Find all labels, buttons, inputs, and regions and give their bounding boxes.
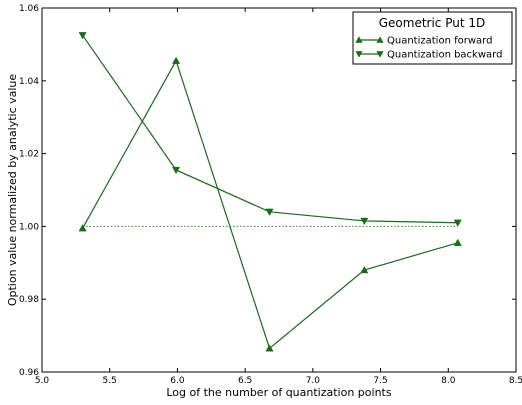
- data-point: [265, 344, 274, 352]
- y-tick-label: 0.96: [19, 368, 39, 378]
- data-point: [453, 219, 462, 227]
- y-tick-label: 1.06: [19, 4, 39, 14]
- x-axis-label: Log of the number of quantization points: [166, 386, 391, 399]
- data-point: [78, 224, 87, 232]
- x-tick-label: 7.0: [306, 376, 321, 386]
- legend-marker: [355, 36, 363, 43]
- data-point: [172, 56, 181, 64]
- legend-items: Quantization forward Quantization backwar…: [355, 36, 502, 61]
- y-tick-label: 1.00: [19, 222, 39, 232]
- axis-ticks: 5.0 5.5 6.0 6.5 7.0 7.5 8.0 8.5 0.96 0.98 1.00 1.02…: [19, 4, 522, 386]
- legend: Geometric Put 1D Quantization forwardQua…: [352, 11, 513, 65]
- x-tick-label: 8.5: [509, 376, 522, 386]
- legend-label: Quantization backward: [387, 50, 502, 61]
- data-point: [453, 238, 462, 246]
- legend-marker: [376, 36, 384, 43]
- x-tick-label: 6.5: [238, 376, 252, 386]
- series-group: [78, 32, 462, 352]
- legend-marker: [355, 51, 363, 58]
- legend-label: Quantization forward: [387, 36, 492, 47]
- data-point: [360, 265, 369, 274]
- y-tick-label: 1.02: [19, 150, 39, 160]
- y-tick-label: 0.98: [19, 295, 39, 305]
- x-tick-label: 5.5: [103, 376, 117, 386]
- data-point: [172, 166, 181, 175]
- data-point: [360, 217, 369, 226]
- x-tick-label: 7.5: [373, 376, 387, 386]
- plot-frame: [41, 7, 517, 373]
- data-point: [265, 208, 274, 216]
- data-point: [78, 32, 87, 40]
- x-tick-label: 6.0: [170, 376, 185, 386]
- y-axis-label: Option value normalized by analytic valu…: [6, 74, 19, 307]
- legend-title: Geometric Put 1D: [379, 16, 486, 30]
- legend-marker: [376, 51, 384, 58]
- y-tick-label: 1.04: [19, 77, 39, 87]
- x-tick-label: 5.0: [35, 376, 50, 386]
- x-tick-label: 8.0: [441, 376, 456, 386]
